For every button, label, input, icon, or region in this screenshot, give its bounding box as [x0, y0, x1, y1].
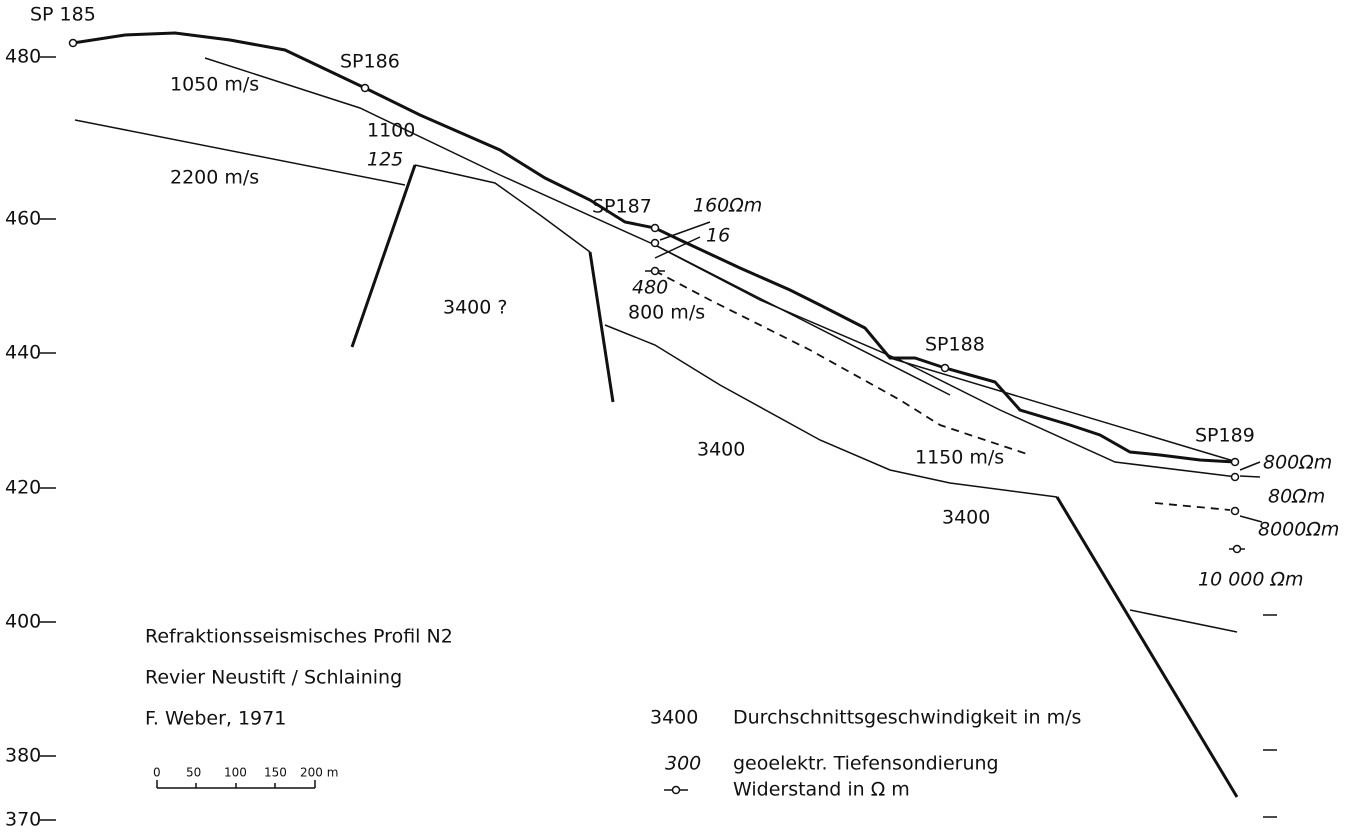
sounding-label: 800Ωm: [1263, 452, 1332, 474]
sounding: [1232, 544, 1242, 554]
velocity-label: 3400 ?: [443, 297, 507, 319]
legend-text: geoelektr. Tiefensondierung: [733, 753, 999, 775]
scale-tick: 100: [224, 766, 247, 780]
sounding: [1230, 506, 1240, 516]
axis-label: 440: [5, 342, 41, 364]
legend: 3400 Durchschnittsgeschwindigkeit in m/s…: [650, 707, 1081, 801]
sounding-label: 10 000 Ωm: [1198, 569, 1304, 591]
axis-label: 480: [5, 46, 41, 68]
sounding: [650, 266, 660, 276]
velocity-label: 3400: [697, 439, 745, 461]
legend-key: 300: [665, 753, 701, 775]
caption-line: Refraktionsseismisches Profil N2: [145, 626, 453, 648]
velocity-label: 1050 m/s: [170, 74, 259, 96]
legend-key: 3400: [650, 707, 698, 729]
velocity-label: 1150 m/s: [915, 447, 1004, 469]
legend-symbol: [671, 785, 681, 795]
layer-boundary: [889, 357, 1238, 463]
caption: Refraktionsseismisches Profil N2 Revier …: [145, 626, 453, 730]
shotpoint-label: SP187: [592, 196, 652, 218]
fault: [588, 251, 615, 403]
fault: [350, 164, 417, 348]
layer-boundary: [414, 164, 591, 253]
caption-line: F. Weber, 1971: [145, 708, 286, 730]
marks: [1263, 614, 1277, 818]
leaders: [645, 221, 1263, 550]
labels: SP 185 SP186 SP187 SP188 SP189 1050 m/s …: [30, 4, 1339, 591]
shotpoint-label: SP 185: [30, 4, 96, 26]
layer-boundary: [204, 57, 951, 396]
axis-label: 420: [5, 477, 41, 499]
velocity-label: 2200 m/s: [170, 167, 259, 189]
scale-tick: 150: [264, 766, 287, 780]
scale-tick: 0: [153, 766, 161, 780]
velocity-label: 1100: [367, 120, 415, 142]
legend-text: Widerstand in Ω m: [733, 779, 910, 801]
axis-ticks: [40, 56, 56, 821]
resistivity-boundary: [1154, 502, 1231, 511]
axis-label: 370: [5, 809, 41, 831]
sounding-label: 8000Ωm: [1258, 519, 1339, 541]
axis: 480 460 440 420 400 380 370: [5, 46, 56, 831]
fault: [1055, 496, 1239, 798]
scale-bar: 0 50 100 150 200 m: [153, 766, 338, 789]
scale-tick: 200 m: [300, 766, 338, 780]
axis-label: 460: [5, 208, 41, 230]
shotpoint: [68, 38, 78, 48]
sounding: [1230, 472, 1240, 482]
scale-line: [156, 780, 316, 789]
legend-text: Durchschnittsgeschwindigkeit in m/s: [733, 707, 1081, 729]
shotpoint: [1230, 457, 1240, 467]
layer-boundary: [74, 119, 406, 186]
sounding-label: 80Ωm: [1268, 486, 1325, 508]
shotpoint: [940, 363, 950, 373]
sounding-label: 480: [632, 277, 668, 299]
sounding: [650, 238, 660, 248]
axis-label: 400: [5, 611, 41, 633]
resistivity-boundary: [654, 270, 1031, 456]
caption-line: Revier Neustift / Schlaining: [145, 667, 402, 689]
layer-boundary: [654, 244, 1238, 478]
shotpoint-label: SP186: [340, 51, 400, 73]
velocity-label: 800 m/s: [628, 302, 705, 324]
sounding-label: 160Ωm: [693, 195, 762, 217]
axis-label: 380: [5, 745, 41, 767]
layer-boundary: [604, 324, 1058, 498]
sounding-label: 125: [367, 149, 403, 171]
profile-lines: [68, 31, 1277, 818]
surface: [72, 31, 1236, 464]
layer-boundary: [1129, 609, 1238, 633]
sounding-label: 16: [706, 225, 730, 247]
velocity-label: 3400: [942, 507, 990, 529]
shotpoint: [360, 83, 370, 93]
shotpoint-label: SP189: [1195, 425, 1255, 447]
shotpoint-label: SP188: [925, 334, 985, 356]
shotpoint: [650, 223, 660, 233]
scale-tick: 50: [186, 766, 201, 780]
